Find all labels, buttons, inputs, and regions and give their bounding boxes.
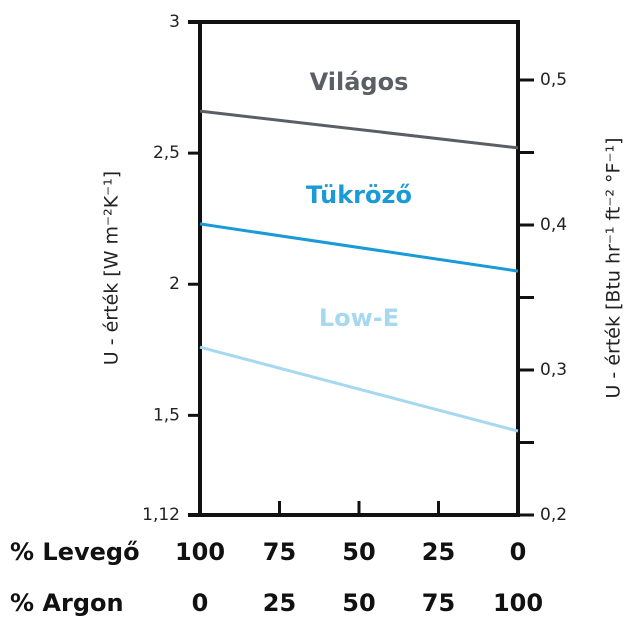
y-tick-label: 2,5 bbox=[153, 143, 180, 163]
series-label: Világos bbox=[310, 68, 409, 96]
y2-axis-label: U - érték [Btu hr⁻¹ ft⁻² °F⁻¹] bbox=[603, 137, 625, 398]
y2-tick-label: 0,4 bbox=[540, 215, 567, 235]
y-axis-label: U - érték [W m⁻²K⁻¹] bbox=[101, 171, 123, 365]
y2-tick-label: 0,5 bbox=[540, 70, 567, 90]
x-tick-label: 0 bbox=[192, 589, 209, 617]
series-line bbox=[199, 222, 519, 273]
y2-tick-label: 0,3 bbox=[540, 360, 567, 380]
x-tick-label: 100 bbox=[493, 589, 543, 617]
x-tick-label: 50 bbox=[342, 538, 375, 566]
y-tick-label: 3 bbox=[169, 12, 180, 32]
x-tick-label: 25 bbox=[263, 589, 296, 617]
x-tick-label: 75 bbox=[263, 538, 296, 566]
x-tick-label: 100 bbox=[175, 538, 225, 566]
x-tick-label: 25 bbox=[422, 538, 455, 566]
x-row-label: % Levegő bbox=[10, 538, 140, 566]
series-line bbox=[199, 345, 519, 433]
x-tick-label: 0 bbox=[510, 538, 527, 566]
x-tick-label: 75 bbox=[422, 589, 455, 617]
y-tick-label: 1,5 bbox=[153, 405, 180, 425]
y-tick-label: 2 bbox=[169, 274, 180, 294]
series-label: Low-E bbox=[319, 304, 399, 332]
x-row-label: % Argon bbox=[10, 589, 124, 617]
x-tick-label: 50 bbox=[342, 589, 375, 617]
series-label: Tükröző bbox=[306, 181, 412, 209]
y-tick-label: 1,12 bbox=[142, 505, 180, 525]
series-line bbox=[199, 109, 519, 150]
y2-tick-label: 0,2 bbox=[540, 505, 567, 525]
